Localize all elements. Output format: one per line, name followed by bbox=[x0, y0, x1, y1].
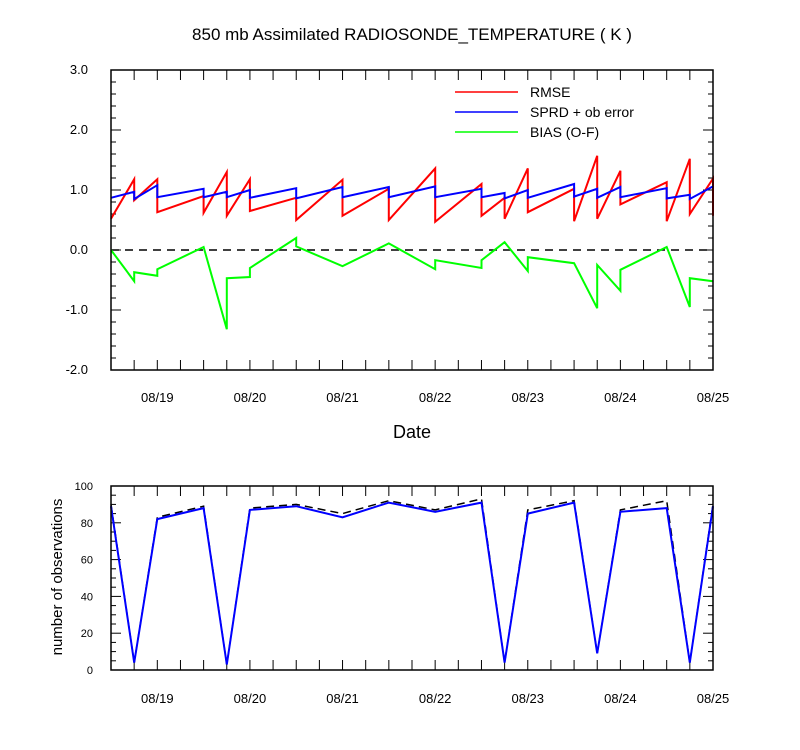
top-ytick-label: 1.0 bbox=[70, 182, 88, 197]
bottom-series-possible bbox=[110, 497, 714, 665]
top-xtick-label: 08/19 bbox=[141, 390, 174, 405]
y-axis-label-observations: number of observations bbox=[49, 499, 66, 656]
bottom-ytick-label: 0 bbox=[87, 665, 93, 677]
bottom-xtick-label: 08/23 bbox=[511, 691, 544, 706]
top-xtick-label: 08/22 bbox=[419, 390, 452, 405]
bottom-ytick-label: 40 bbox=[81, 591, 93, 603]
bottom-xtick-label: 08/22 bbox=[419, 691, 452, 706]
top-xtick-label: 08/25 bbox=[697, 390, 730, 405]
top-series-rmse bbox=[110, 155, 714, 224]
legend: RMSE SPRD + ob error BIAS (O-F) bbox=[455, 84, 634, 140]
top-ytick-label: -1.0 bbox=[66, 302, 88, 317]
bottom-ytick-label: 20 bbox=[81, 628, 93, 640]
top-ytick-label: -2.0 bbox=[66, 362, 88, 377]
top-plot-frame bbox=[110, 69, 714, 371]
top-series-sprd-ob-error bbox=[110, 182, 714, 201]
top-xtick-label: 08/23 bbox=[511, 390, 544, 405]
bottom-series-assimilated bbox=[110, 501, 714, 665]
legend-label-sprd: SPRD + ob error bbox=[530, 104, 634, 120]
chart-title: 850 mb Assimilated RADIOSONDE_TEMPERATUR… bbox=[192, 25, 632, 44]
bottom-xtick-label: 08/19 bbox=[141, 691, 174, 706]
top-ytick-label: 3.0 bbox=[70, 62, 88, 77]
bottom-xtick-label: 08/20 bbox=[234, 691, 267, 706]
top-series-bias-o-f bbox=[110, 236, 714, 330]
bottom-xtick-label: 08/25 bbox=[697, 691, 730, 706]
bottom-xtick-label: 08/24 bbox=[604, 691, 637, 706]
bottom-ytick-label: 80 bbox=[81, 518, 93, 530]
x-axis-label: Date bbox=[393, 422, 431, 442]
bottom-ytick-label: 60 bbox=[81, 555, 93, 567]
bottom-xtick-label: 08/21 bbox=[326, 691, 359, 706]
top-ytick-label: 0.0 bbox=[70, 242, 88, 257]
legend-label-bias: BIAS (O-F) bbox=[530, 124, 599, 140]
bottom-plot-frame bbox=[110, 485, 714, 671]
top-ytick-label: 2.0 bbox=[70, 122, 88, 137]
top-xtick-label: 08/20 bbox=[234, 390, 267, 405]
top-xtick-label: 08/21 bbox=[326, 390, 359, 405]
top-xtick-label: 08/24 bbox=[604, 390, 637, 405]
legend-label-rmse: RMSE bbox=[530, 84, 570, 100]
bottom-ytick-label: 100 bbox=[75, 481, 93, 493]
